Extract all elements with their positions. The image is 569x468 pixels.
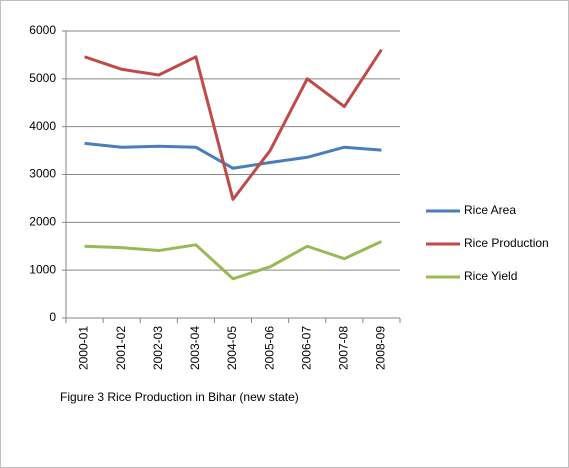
y-tick-label: 4000 <box>29 119 56 133</box>
y-tick-label: 0 <box>49 310 56 324</box>
x-tick-label: 2004-05 <box>225 326 239 370</box>
x-tick-label: 2002-03 <box>151 326 165 370</box>
x-tick-label: 2005-06 <box>262 326 276 370</box>
legend-label: Rice Yield <box>464 269 517 283</box>
y-tick-label: 3000 <box>29 167 56 181</box>
x-tick-label: 2007-08 <box>337 326 351 370</box>
y-tick-label: 5000 <box>29 71 56 85</box>
y-tick-label: 2000 <box>29 215 56 229</box>
x-tick-label: 2000-01 <box>77 326 91 370</box>
series-line <box>84 48 383 201</box>
x-tick-label: 2006-07 <box>299 326 313 370</box>
series-line <box>84 240 383 281</box>
y-tick-label: 1000 <box>29 262 56 276</box>
legend-label: Rice Production <box>464 236 549 250</box>
x-tick-label: 2008-09 <box>374 326 388 370</box>
y-tick-label: 6000 <box>29 23 56 37</box>
x-tick-label: 2001-02 <box>114 326 128 370</box>
series-line <box>84 141 382 170</box>
legend-label: Rice Area <box>464 203 516 217</box>
x-tick-label: 2003-04 <box>188 326 202 370</box>
caption: Figure 3 Rice Production in Bihar (new s… <box>60 390 299 404</box>
